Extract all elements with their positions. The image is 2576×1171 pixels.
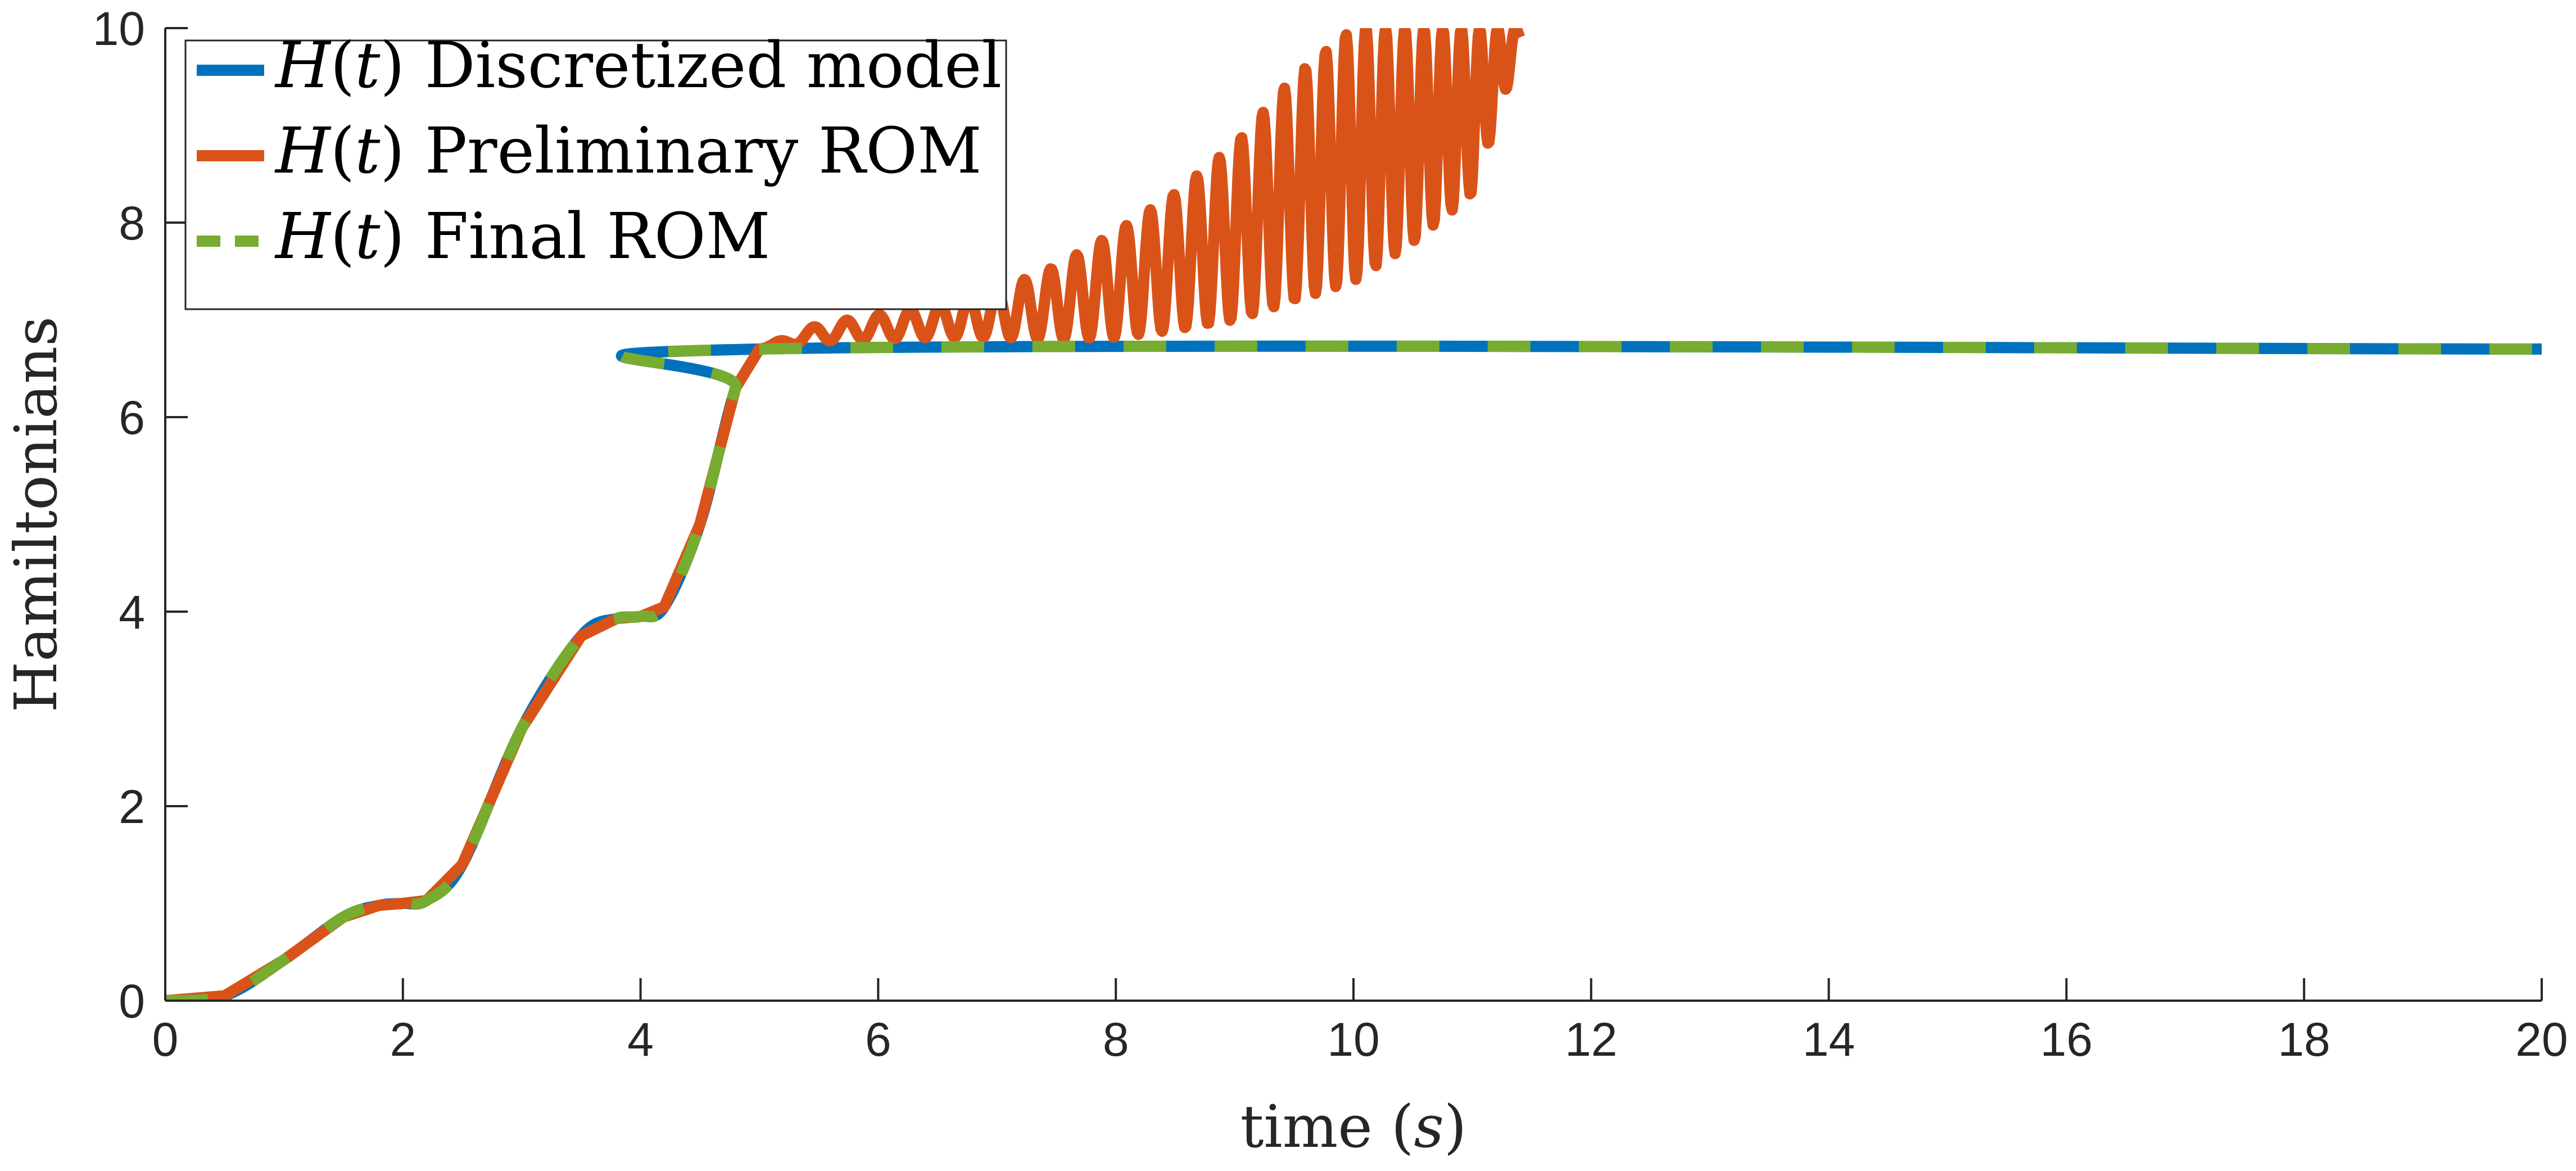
xlabel-part: time ( <box>1241 1092 1414 1161</box>
x-tick-label: 12 <box>1565 1013 1617 1066</box>
legend-math: t <box>355 29 381 102</box>
legend-entry-text: H(t) Preliminary ROM <box>274 115 982 188</box>
legend-math: H <box>274 200 332 273</box>
legend-entry-text: H(t) Final ROM <box>274 200 770 273</box>
legend-math: ( <box>331 29 355 102</box>
xlabel-part: s <box>1414 1092 1443 1161</box>
legend-label: Final ROM <box>405 200 770 273</box>
y-tick-label: 0 <box>119 975 145 1028</box>
series-line-final-rom <box>165 340 2542 1001</box>
legend-label: Discretized model <box>405 29 1002 102</box>
x-tick-label: 10 <box>1327 1013 1379 1066</box>
series-layer <box>165 28 2542 1001</box>
x-tick-label: 6 <box>865 1013 891 1066</box>
y-tick-label: 4 <box>119 586 145 639</box>
y-tick-label: 10 <box>93 2 145 55</box>
legend-math: H <box>274 29 332 102</box>
legend-entry-text: H(t) Discretized model <box>274 29 1002 102</box>
x-ticks: 0 2 4 6 8 10 12 14 16 18 20 <box>152 978 2568 1066</box>
x-axis-label-text: time (s) <box>1241 1092 1467 1161</box>
legend-math: t <box>355 200 381 273</box>
x-tick-label: 2 <box>390 1013 416 1066</box>
x-tick-label: 8 <box>1103 1013 1129 1066</box>
legend-math: H <box>274 115 332 188</box>
legend-math: ( <box>331 115 355 188</box>
xlabel-part: ) <box>1444 1092 1467 1161</box>
y-ticks: 0 2 4 6 8 10 <box>93 2 188 1028</box>
legend-label: Preliminary ROM <box>405 115 982 188</box>
series-line-preliminary-rom <box>165 28 1525 1001</box>
x-axis-label: time (s) <box>1241 1092 1467 1161</box>
x-tick-label: 18 <box>2278 1013 2330 1066</box>
x-tick-label: 16 <box>2040 1013 2093 1066</box>
legend-math: ) <box>380 29 405 102</box>
legend-math: ) <box>380 200 405 273</box>
legend-math: t <box>355 115 381 188</box>
y-tick-label: 2 <box>119 780 145 833</box>
x-tick-label: 20 <box>2515 1013 2568 1066</box>
x-tick-label: 0 <box>152 1013 179 1066</box>
x-tick-label: 4 <box>627 1013 654 1066</box>
y-axis-label: Hamiltonians <box>2 317 70 713</box>
legend-math: ) <box>380 115 405 188</box>
y-tick-label: 8 <box>119 197 145 250</box>
x-tick-label: 14 <box>1803 1013 1855 1066</box>
legend-box <box>184 39 1007 310</box>
y-tick-label: 6 <box>119 391 145 444</box>
legend-math: ( <box>331 200 355 273</box>
